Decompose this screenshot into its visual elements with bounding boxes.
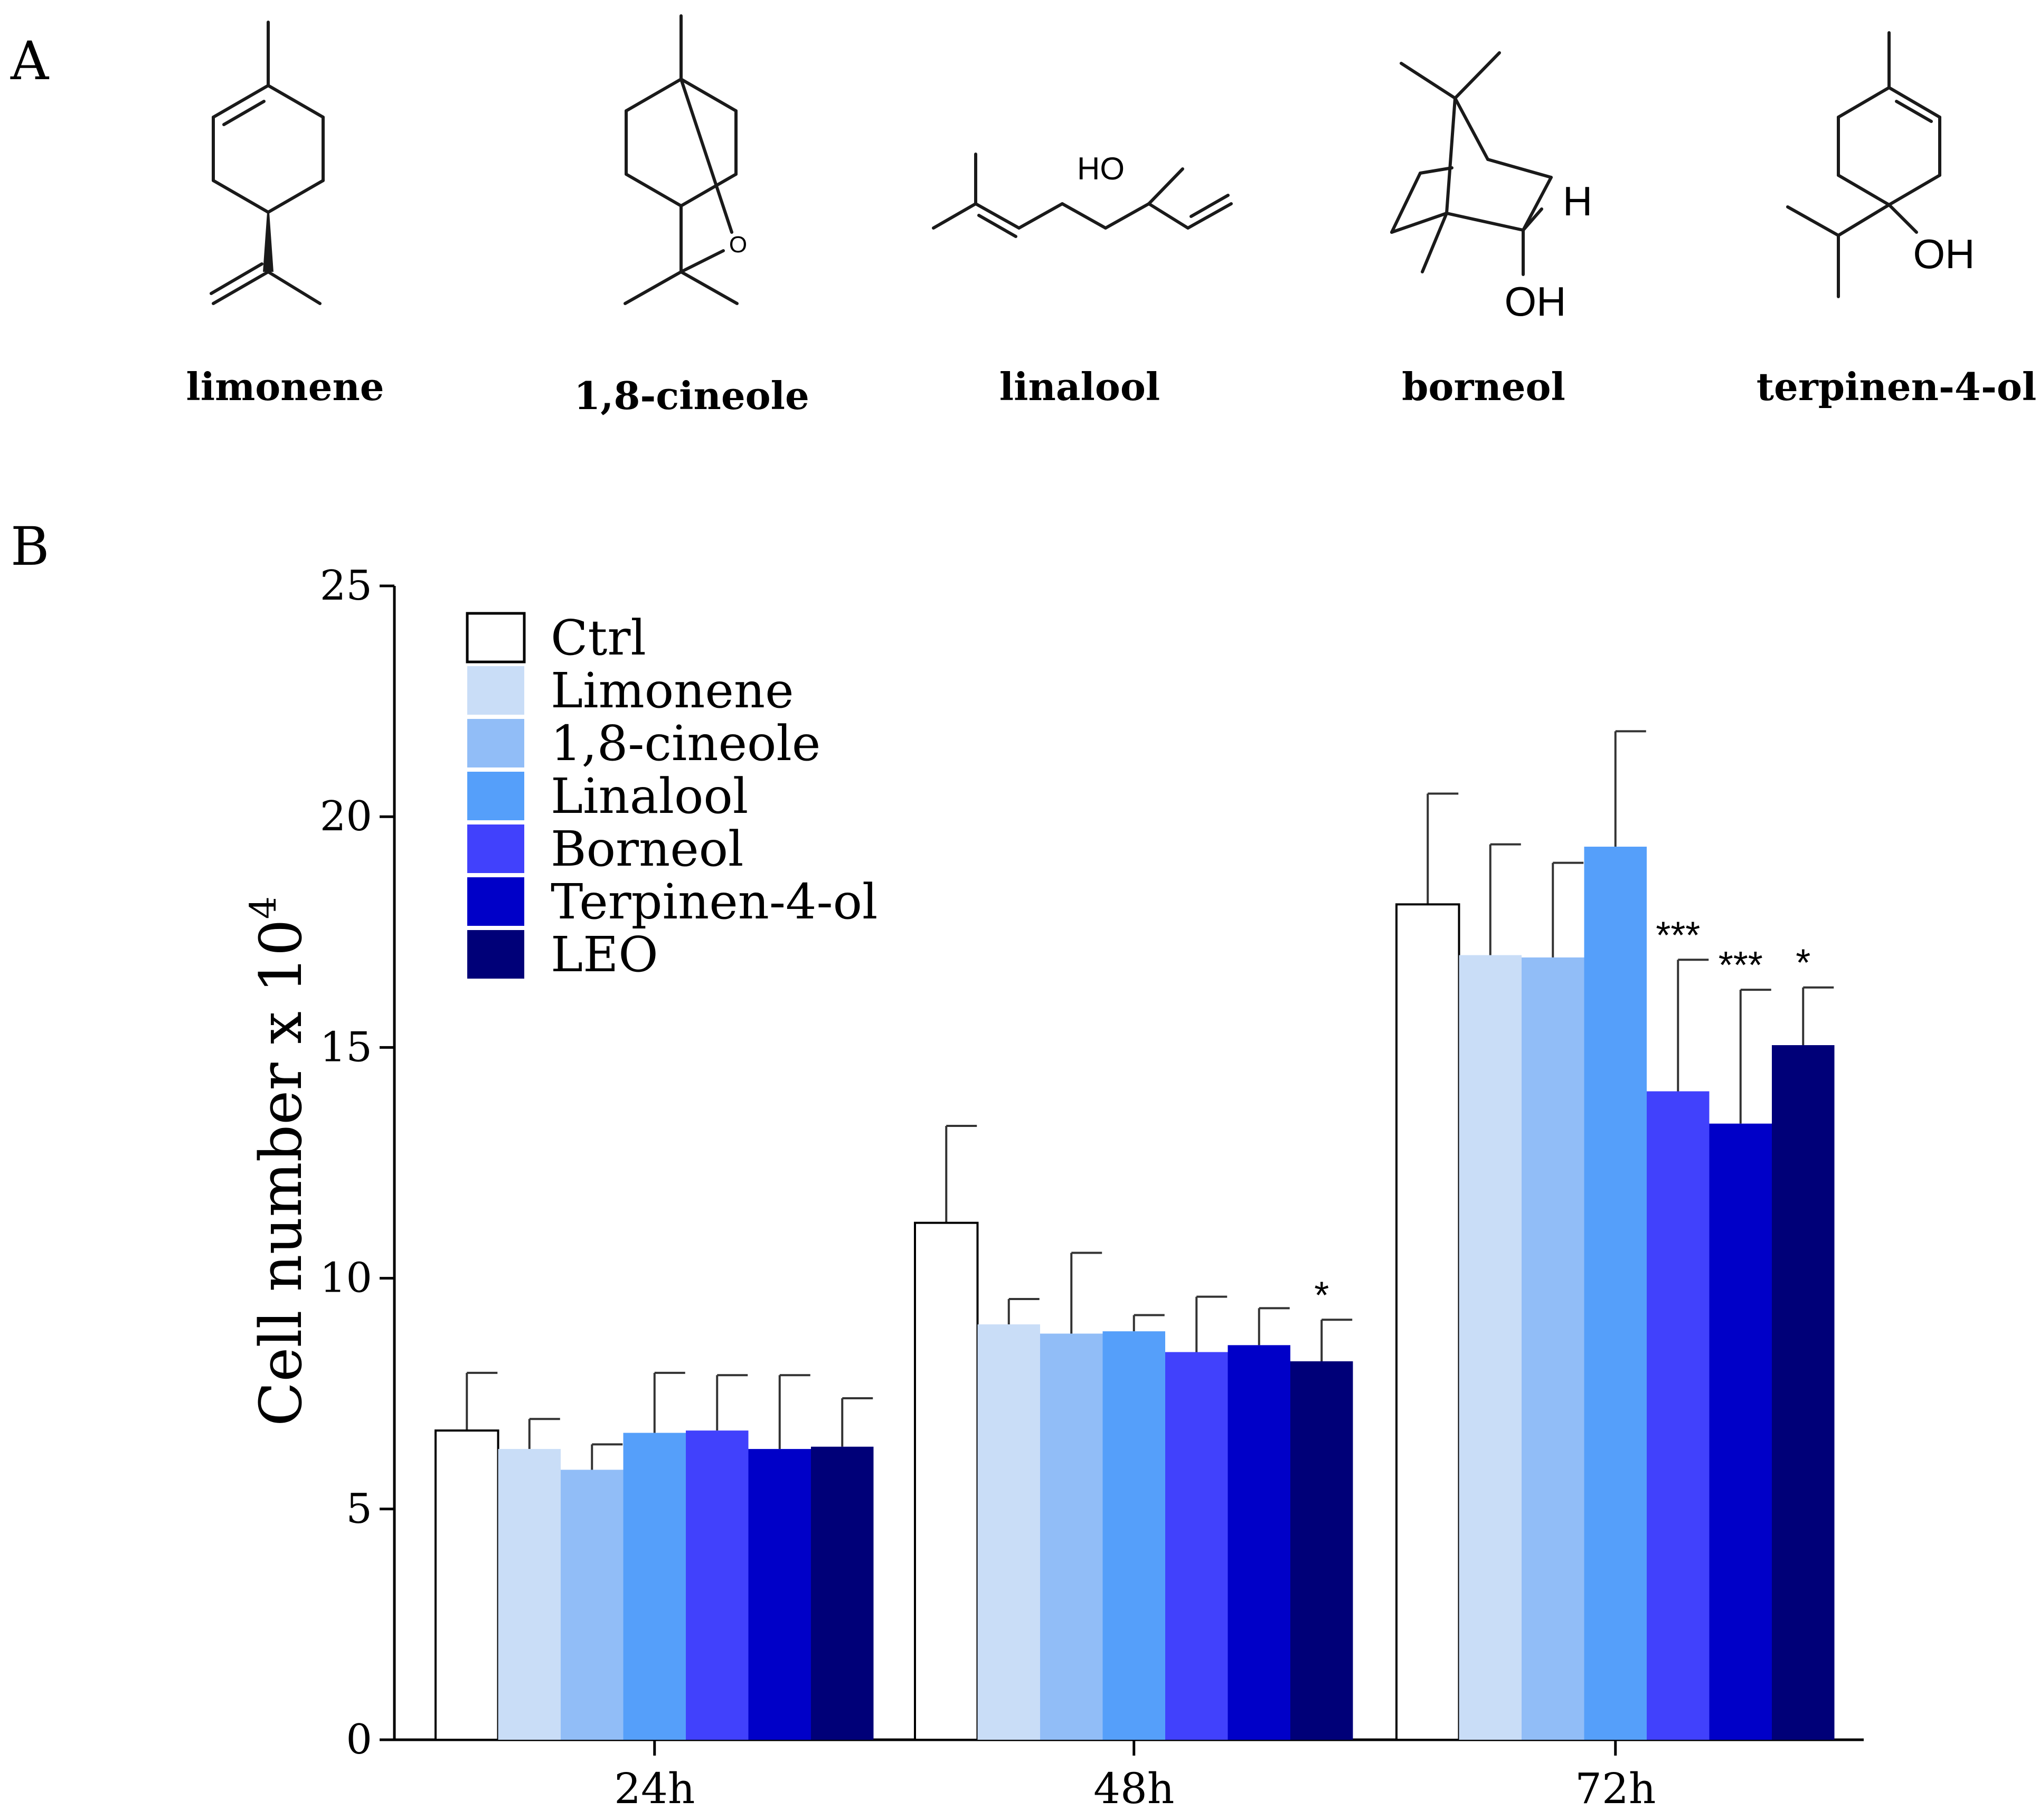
bar — [1772, 1045, 1835, 1740]
bar — [686, 1430, 749, 1740]
significance-marker: * — [1796, 942, 1810, 984]
legend-swatch — [467, 772, 524, 820]
bar — [914, 1221, 979, 1741]
atom-label-oh-borneol: OH — [1505, 278, 1566, 325]
legend-swatch — [467, 666, 524, 715]
legend-label: Borneol — [551, 821, 743, 877]
legend-label: Ctrl — [551, 610, 646, 666]
legend-label: 1,8-cineole — [551, 715, 820, 772]
bar — [1395, 903, 1460, 1741]
legend-label: LEO — [551, 926, 658, 983]
y-tick-label: 15 — [320, 1023, 372, 1071]
atom-label-h: H — [1563, 178, 1592, 224]
bar — [1459, 955, 1522, 1740]
terpinen-4-ol-structure — [1786, 31, 1941, 298]
legend-label: Terpinen-4-ol — [551, 874, 877, 930]
significance-marker: *** — [1719, 944, 1763, 987]
bar — [561, 1470, 624, 1740]
y-axis-label: Cell number x 104 — [243, 896, 315, 1426]
panel-b-label: B — [11, 516, 50, 577]
significance-marker: *** — [1656, 914, 1700, 956]
y-tick-label: 20 — [320, 793, 372, 840]
bar — [977, 1324, 1040, 1740]
legend-swatch — [466, 612, 526, 663]
y-tick-label: 5 — [346, 1485, 372, 1533]
molecule-name-1-8-cineole: 1,8-cineole — [574, 373, 809, 418]
bar — [1709, 1123, 1772, 1740]
atom-label-o: O — [729, 232, 747, 258]
molecule-name-linalool: linalool — [999, 364, 1160, 409]
limonene-structure — [210, 21, 325, 305]
molecule-name-terpinen-4-ol: terpinen-4-ol — [1757, 364, 2036, 409]
legend-swatch — [467, 824, 524, 873]
borneol-structure — [1390, 51, 1553, 276]
bar — [1040, 1333, 1103, 1740]
significance-marker: * — [1314, 1274, 1329, 1316]
bar — [1290, 1361, 1353, 1740]
legend-label: Limonene — [551, 662, 794, 719]
linalool-structure — [932, 153, 1233, 238]
bar — [748, 1449, 811, 1740]
legend-label: Linalool — [551, 768, 748, 824]
legend-swatch — [467, 877, 524, 926]
atom-label-ho: HO — [1077, 151, 1125, 186]
x-tick-label: 48h — [1093, 1764, 1174, 1813]
bar — [498, 1449, 561, 1740]
chart-bars: ******** — [435, 730, 1835, 1741]
bar — [1165, 1352, 1228, 1740]
panel-a-label: A — [10, 30, 50, 92]
x-tick-label: 72h — [1575, 1764, 1656, 1813]
y-tick-label: 25 — [320, 562, 372, 610]
bar — [1584, 847, 1647, 1740]
bar — [435, 1429, 499, 1741]
molecule-name-borneol: borneol — [1402, 364, 1565, 409]
bar — [1647, 1091, 1710, 1740]
y-tick-label: 10 — [320, 1255, 372, 1302]
y-axis-label-text: Cell number x 10 — [247, 919, 315, 1426]
y-tick-label: 0 — [346, 1716, 372, 1764]
cineole-structure — [624, 14, 739, 305]
molecule-name-limonene: limonene — [186, 364, 384, 409]
bar — [1522, 957, 1584, 1740]
bar — [623, 1433, 686, 1740]
bar — [1228, 1345, 1290, 1740]
legend-swatch — [467, 719, 524, 767]
atom-label-oh-terpinen: OH — [1913, 231, 1975, 277]
bar — [1102, 1331, 1165, 1740]
legend-swatch — [467, 930, 524, 979]
y-axis-label-exponent: 4 — [243, 896, 285, 919]
bar — [811, 1446, 874, 1740]
chart-legend: CtrlLimonene1,8-cineoleLinaloolBorneolTe… — [466, 610, 877, 983]
x-tick-label: 24h — [614, 1764, 695, 1813]
